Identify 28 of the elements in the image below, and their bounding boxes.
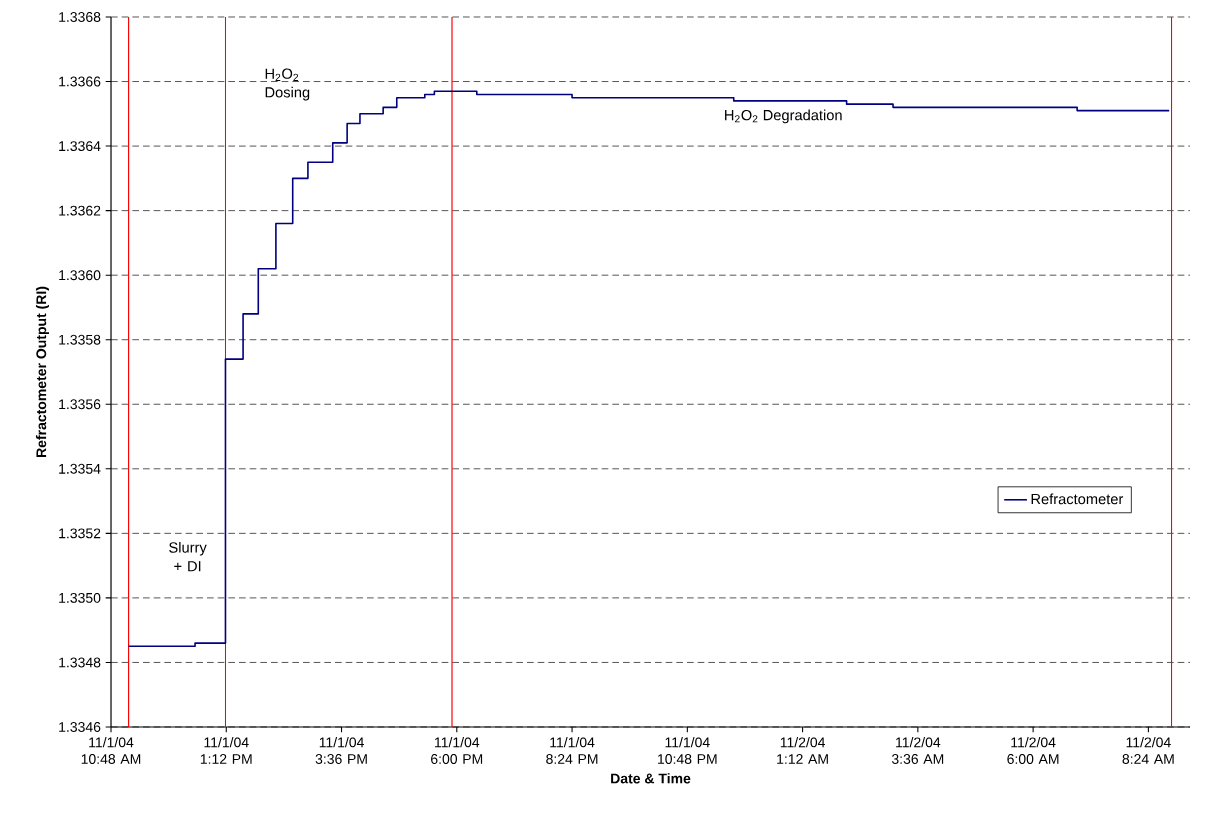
y-axis-title: Refractometer Output (RI) <box>35 286 49 457</box>
x-tick-label: 11/2/04 1:12 AM <box>777 737 828 764</box>
y-tick-label: 1.3350 <box>59 592 101 603</box>
y-tick-label: 1.3358 <box>59 334 101 345</box>
x-tick-label: 11/1/04 8:24 PM <box>546 737 598 764</box>
x-tick-label: 11/2/04 3:36 AM <box>891 737 944 764</box>
y-tick-label: 1.3360 <box>59 270 101 281</box>
y-tick-label: 1.3368 <box>59 12 101 22</box>
x-tick-label: 11/1/04 3:36 PM <box>315 737 367 764</box>
x-axis-title: Date & Time <box>611 773 691 784</box>
legend-label: Refractometer <box>1031 493 1124 505</box>
y-tick-label: 1.3366 <box>59 76 101 87</box>
annotation: H$_{2}$O$_{2}$ Dosing <box>265 68 310 101</box>
y-tick-label: 1.3348 <box>59 657 101 668</box>
x-tick-label: 11/2/04 8:24 AM <box>1122 737 1174 764</box>
annotation: H$_{2}$O$_{2}$ Degradation <box>725 109 842 124</box>
x-tick-label: 11/1/04 6:00 PM <box>431 737 483 764</box>
y-tick-label: 1.3356 <box>59 399 101 410</box>
x-tick-label: 11/1/04 10:48 AM <box>81 737 141 764</box>
y-tick-label: 1.3346 <box>59 722 101 732</box>
annotation: Slurry + DI <box>169 541 207 572</box>
y-tick-label: 1.3364 <box>59 141 101 152</box>
y-tick-label: 1.3362 <box>59 205 101 216</box>
x-tick-label: 11/2/04 6:00 AM <box>1007 737 1059 764</box>
x-tick-label: 11/1/04 10:48 PM <box>658 737 717 764</box>
y-tick-label: 1.3352 <box>59 528 101 539</box>
x-tick-label: 11/1/04 1:12 PM <box>200 737 252 764</box>
y-tick-label: 1.3354 <box>59 463 101 474</box>
